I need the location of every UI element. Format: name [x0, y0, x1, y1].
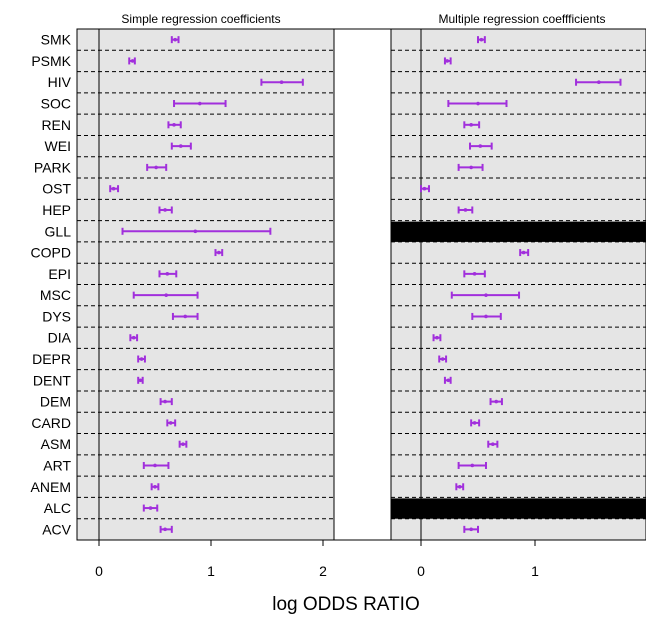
category-label: DEM: [40, 394, 71, 410]
point-estimate: [131, 335, 136, 340]
category-label: COPD: [31, 245, 71, 261]
category-label: DIA: [48, 330, 72, 346]
category-label: OST: [42, 181, 71, 197]
point-estimate: [597, 80, 601, 85]
category-label: ASM: [41, 436, 71, 452]
point-estimate: [130, 59, 135, 63]
point-estimate: [435, 335, 439, 340]
point-estimate: [163, 208, 167, 212]
right-panel-title: Multiple regression coeffficients: [439, 12, 606, 26]
category-label: ANEM: [31, 479, 71, 495]
point-estimate: [181, 442, 185, 446]
simple-regression-panel: 0 1 2: [76, 28, 335, 579]
category-label: PSMK: [31, 53, 71, 69]
category-label: SMK: [41, 32, 72, 48]
point-estimate: [470, 463, 475, 468]
point-estimate: [472, 272, 477, 276]
panel-gap-area: [333, 28, 392, 541]
point-estimate: [148, 506, 153, 510]
point-estimate: [469, 527, 473, 532]
point-estimate: [154, 165, 158, 170]
point-estimate: [491, 442, 495, 446]
category-label: HEP: [42, 202, 71, 218]
point-estimate: [469, 123, 473, 127]
category-label: WEI: [45, 138, 71, 154]
point-estimate: [469, 165, 473, 170]
category-labels: SMK PSMK HIV SOC REN WEI PARK OST HEP GLL COPD EPI M…: [31, 32, 72, 538]
category-label: DEPR: [32, 351, 71, 367]
point-estimate: [484, 293, 488, 297]
category-label: PARK: [34, 159, 72, 175]
category-label: SOC: [41, 96, 71, 112]
point-estimate: [478, 144, 483, 148]
x-tick-label: 0: [95, 563, 103, 579]
x-tick-label: 0: [417, 563, 425, 579]
point-estimate: [163, 399, 167, 404]
point-estimate: [422, 186, 427, 191]
point-estimate: [484, 314, 488, 319]
point-estimate: [463, 208, 468, 212]
missing-coefficient-band: [391, 221, 646, 242]
point-estimate: [163, 527, 167, 532]
x-tick-label: 1: [207, 563, 215, 579]
category-label: CARD: [31, 415, 71, 431]
point-estimate: [153, 484, 157, 489]
point-estimate: [139, 357, 144, 361]
category-label: DYS: [42, 308, 71, 324]
point-estimate: [178, 144, 183, 148]
point-estimate: [457, 484, 462, 489]
category-label: GLL: [45, 223, 72, 239]
point-estimate: [172, 123, 176, 127]
point-estimate: [476, 101, 480, 106]
category-label: ALC: [44, 500, 71, 516]
point-estimate: [479, 37, 484, 42]
point-estimate: [445, 59, 450, 63]
point-estimate: [168, 421, 173, 425]
point-estimate: [183, 314, 188, 319]
point-estimate: [494, 399, 499, 404]
point-estimate: [173, 37, 177, 42]
point-estimate: [198, 101, 202, 106]
x-axis-title: log ODDS RATIO: [272, 594, 419, 615]
left-panel-title: Simple regression coefficients: [121, 12, 280, 26]
point-estimate: [279, 80, 284, 85]
point-estimate: [193, 229, 198, 234]
x-tick-label: 1: [531, 563, 539, 579]
point-estimate: [440, 357, 445, 361]
point-estimate: [521, 250, 526, 255]
panel-gap: [333, 28, 392, 541]
category-label: ACV: [42, 521, 71, 537]
category-label: REN: [41, 117, 71, 133]
missing-coefficient-band: [391, 498, 646, 519]
category-label: DENT: [33, 372, 72, 388]
point-estimate: [138, 378, 143, 383]
category-label: MSC: [40, 287, 71, 303]
category-label: EPI: [48, 266, 71, 282]
category-label: HIV: [48, 74, 72, 90]
point-estimate: [472, 421, 477, 425]
point-estimate: [217, 250, 221, 255]
point-estimate: [153, 463, 157, 468]
x-tick-label: 2: [319, 563, 327, 579]
point-estimate: [164, 293, 168, 297]
point-estimate: [111, 186, 116, 191]
category-label: ART: [43, 457, 71, 473]
point-estimate: [165, 272, 170, 276]
point-estimate: [446, 378, 451, 383]
